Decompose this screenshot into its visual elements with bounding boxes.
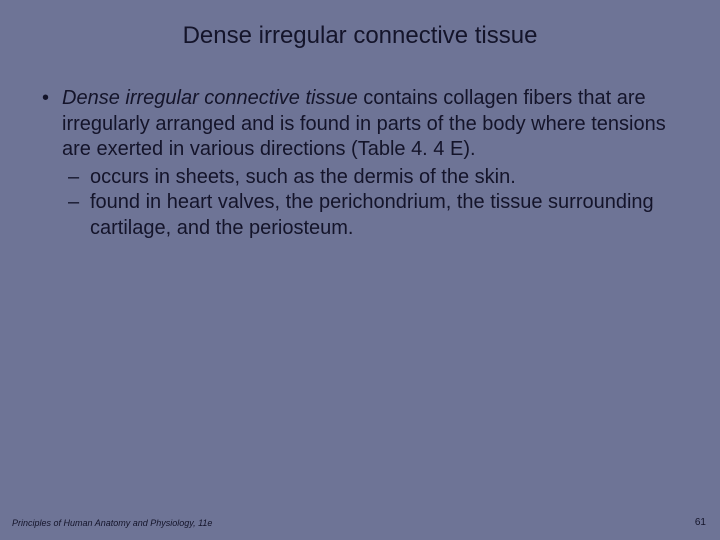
page-number: 61 <box>695 517 706 528</box>
slide-title: Dense irregular connective tissue <box>30 22 690 50</box>
footer-source: Principles of Human Anatomy and Physiolo… <box>12 518 212 528</box>
slide-content: Dense irregular connective tissue contai… <box>30 86 690 242</box>
slide: Dense irregular connective tissue Dense … <box>0 0 720 540</box>
lead-phrase: Dense irregular connective tissue <box>62 87 358 109</box>
sub-bullet-list: occurs in sheets, such as the dermis of … <box>62 165 684 242</box>
sub-bullet-text: found in heart valves, the perichondrium… <box>90 191 654 239</box>
sub-bullet-text: occurs in sheets, such as the dermis of … <box>90 166 516 188</box>
bullet-list: Dense irregular connective tissue contai… <box>38 86 684 242</box>
list-item: found in heart valves, the perichondrium… <box>62 190 684 241</box>
list-item: occurs in sheets, such as the dermis of … <box>62 165 684 191</box>
list-item: Dense irregular connective tissue contai… <box>38 86 684 242</box>
